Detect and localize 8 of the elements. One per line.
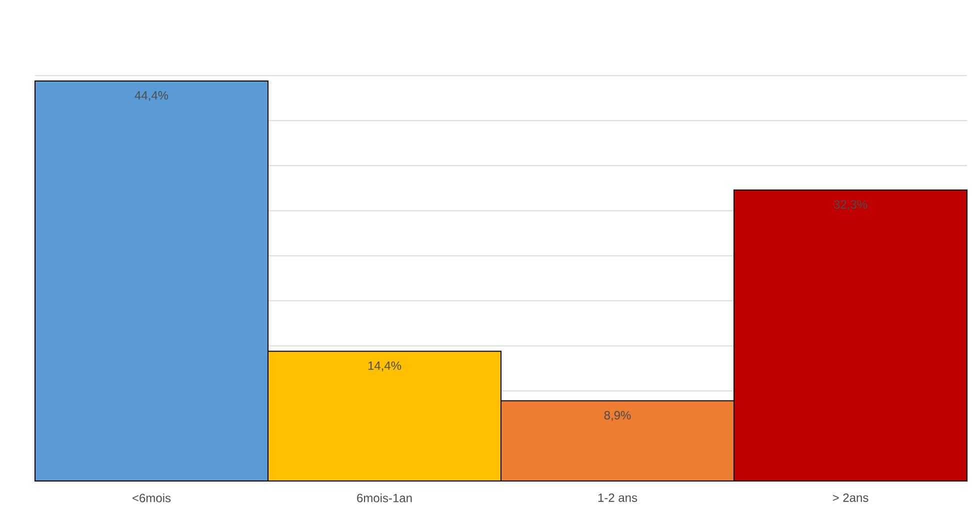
x-tick-label: > 2ans [832, 493, 868, 502]
data-label: 32,3% [834, 200, 868, 210]
x-tick-label: 6mois-1an [357, 493, 412, 502]
data-label: 14,4% [368, 361, 402, 372]
data-label: 8,9% [604, 411, 631, 421]
data-label: 44,4% [134, 91, 168, 102]
x-tick-label: <6mois [132, 493, 171, 502]
x-tick-label: 1-2 ans [598, 493, 638, 502]
